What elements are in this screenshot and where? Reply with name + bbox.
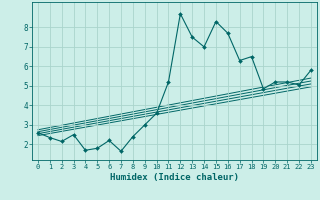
X-axis label: Humidex (Indice chaleur): Humidex (Indice chaleur) [110,173,239,182]
